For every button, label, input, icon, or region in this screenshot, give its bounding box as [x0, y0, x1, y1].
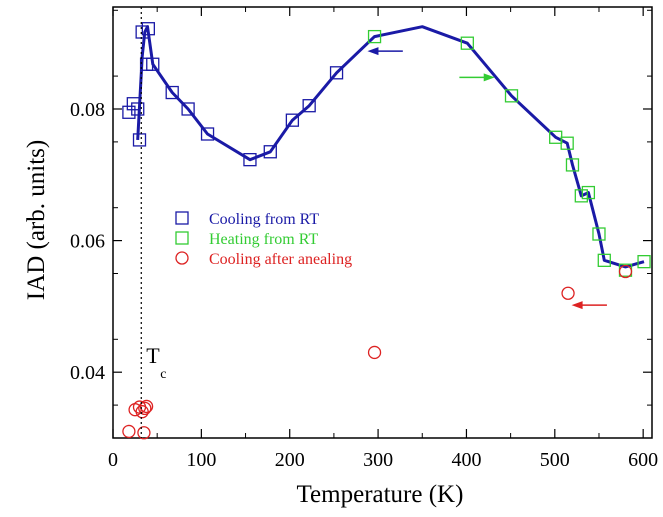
tc-subscript: c: [160, 367, 166, 382]
data-point-series-2: [135, 405, 149, 419]
data-point-series-0: [132, 133, 147, 147]
plot-frame: [112, 6, 653, 439]
data-point-series-0: [165, 85, 179, 100]
data-point-series-0: [329, 66, 344, 80]
data-point-series-2: [561, 286, 575, 300]
legend-marker-0: [175, 211, 189, 225]
data-point-series-0: [146, 57, 160, 71]
x-tick-label: 200: [275, 449, 305, 471]
y-tick-label: 0.04: [70, 362, 105, 384]
data-point-series-0: [131, 102, 145, 116]
legend-label-0: Cooling from RT: [209, 211, 319, 228]
data-point-series-1: [637, 255, 651, 269]
data-point-series-2: [367, 345, 382, 360]
arrow-head-1: [483, 73, 495, 82]
data-point-series-0: [141, 22, 155, 36]
legend-label-1: Heating from RT: [209, 231, 318, 248]
arrow-head-0: [367, 47, 379, 56]
data-point-series-0: [285, 113, 300, 127]
data-point-series-1: [574, 189, 588, 203]
data-point-series-0: [243, 153, 257, 167]
data-point-series-2: [139, 399, 154, 414]
data-point-series-1: [581, 185, 596, 200]
data-point-series-2: [122, 424, 136, 439]
data-point-series-1: [504, 89, 519, 103]
data-point-series-2: [618, 264, 633, 279]
x-tick-label: 0: [108, 449, 118, 471]
x-axis-label: Temperature (K): [297, 481, 464, 508]
legend-marker-2: [175, 251, 189, 265]
data-point-series-0: [263, 145, 277, 159]
data-point-series-1: [367, 29, 382, 44]
arrow-head-2: [571, 301, 583, 310]
data-point-series-1: [560, 136, 574, 150]
legend-label-2: Cooling after anealing: [209, 251, 352, 268]
x-tick-label: 100: [186, 449, 216, 471]
data-point-series-1: [592, 227, 606, 241]
data-point-series-0: [302, 99, 316, 113]
data-point-series-1: [597, 253, 611, 267]
data-point-series-0: [126, 97, 140, 111]
data-point-series-0: [122, 105, 136, 119]
x-tick-label: 600: [628, 449, 658, 471]
y-tick-label: 0.06: [70, 231, 105, 253]
x-tick-label: 500: [540, 449, 570, 471]
data-point-series-0: [200, 127, 215, 141]
data-point-series-1: [460, 36, 474, 50]
legend-marker-1: [175, 231, 189, 245]
data-point-series-0: [181, 102, 195, 116]
data-point-series-1: [565, 158, 580, 172]
y-axis-label: IAD (arb. units): [23, 140, 50, 300]
data-point-series-2: [138, 401, 152, 416]
x-tick-label: 400: [451, 449, 481, 471]
data-point-series-2: [137, 426, 151, 440]
x-tick-label: 300: [363, 449, 393, 471]
y-tick-label: 0.08: [70, 99, 105, 121]
tc-label: T: [146, 343, 160, 368]
